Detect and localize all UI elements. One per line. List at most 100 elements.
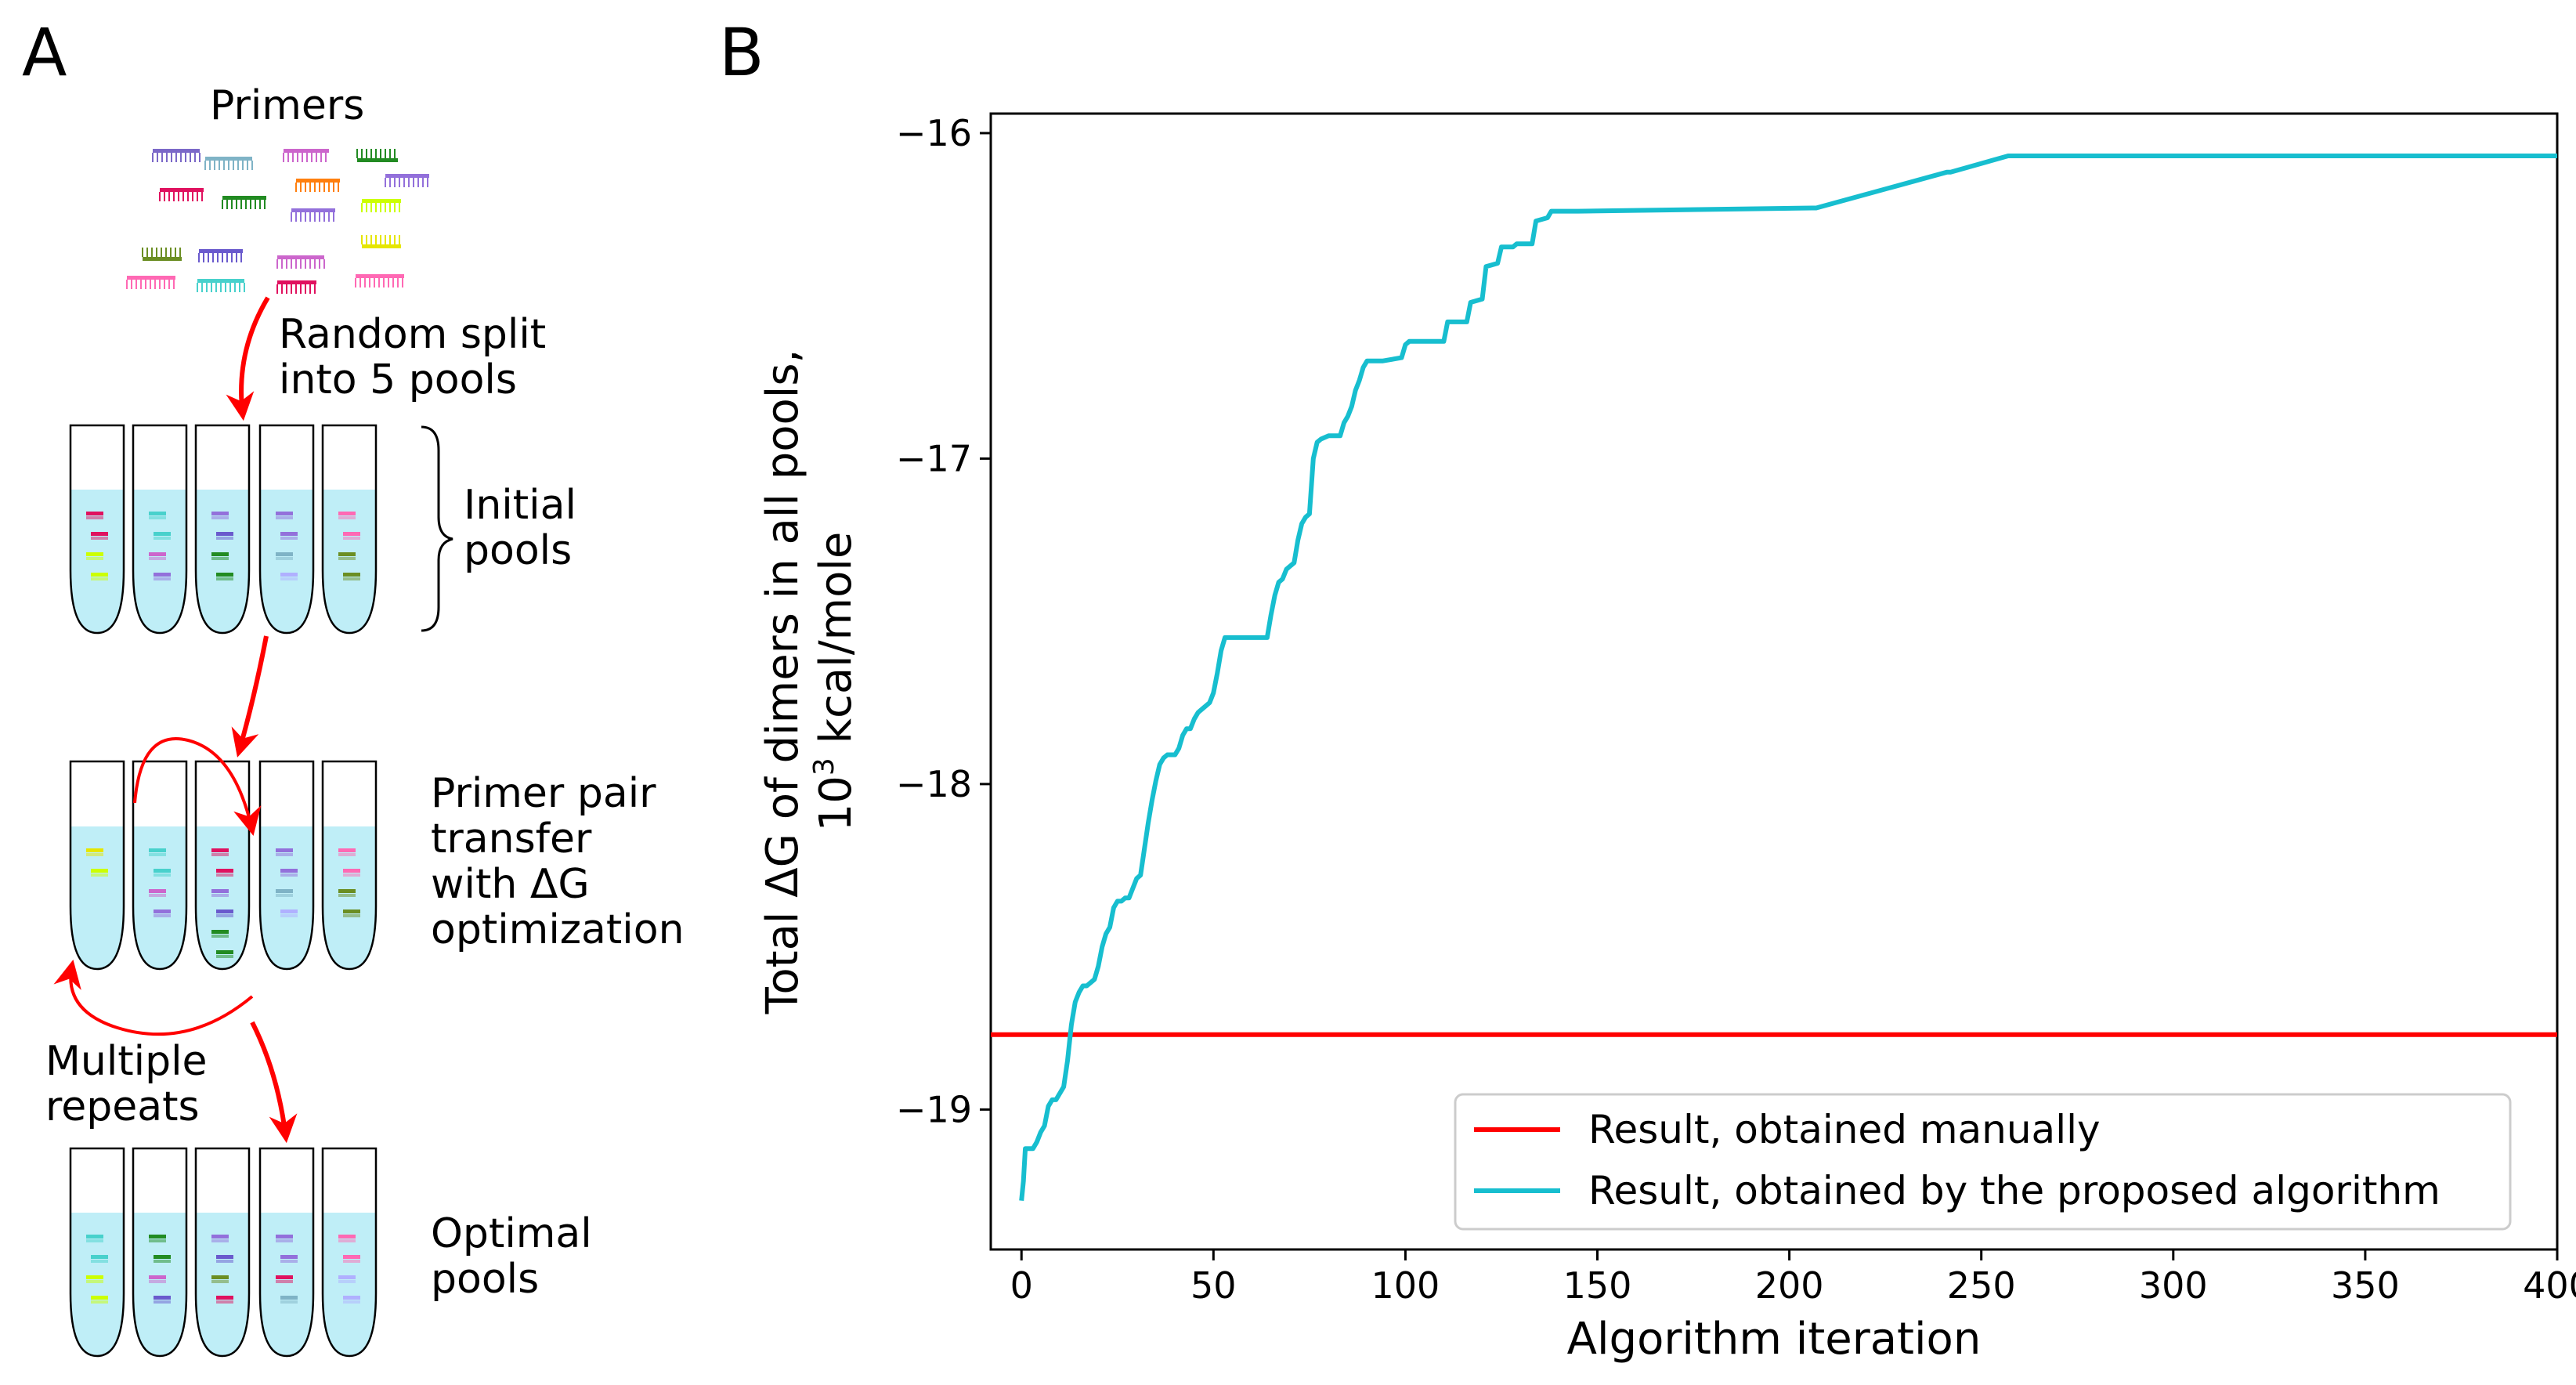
panel-b-letter: B	[719, 14, 764, 91]
legend-box	[1454, 1093, 2512, 1231]
x-tick-label: 400	[2523, 1264, 2576, 1307]
legend-label-manual: Result, obtained manually	[1588, 1107, 2101, 1152]
primer-mark	[149, 848, 166, 852]
primer-mark-shadow	[149, 853, 166, 856]
primer-mark-shadow	[216, 537, 233, 540]
primer-mark-shadow	[91, 1260, 108, 1263]
primer-mark	[154, 1296, 171, 1300]
tube-liquid	[196, 490, 249, 633]
primer-mark	[276, 552, 293, 556]
primer-mark	[280, 909, 298, 913]
primer-mark-shadow	[276, 557, 293, 560]
primer-mark	[276, 848, 293, 852]
primer-mark-shadow	[280, 873, 298, 877]
primer-mark	[154, 1255, 171, 1259]
panel-b-chart: B 050100150200250300350400 −16−17−18−19 …	[719, 14, 2576, 1365]
primer-icon	[385, 174, 429, 187]
tube	[258, 760, 315, 971]
primer-mark	[338, 1235, 356, 1239]
y-tick-label: −18	[896, 763, 972, 805]
primer-mark-shadow	[276, 1239, 293, 1242]
transfer-label-line-1: Primer pair	[431, 770, 656, 817]
primer-mark-shadow	[216, 1260, 233, 1263]
primer-mark	[343, 573, 360, 577]
primer-mark	[211, 512, 229, 515]
tube-outline	[194, 1147, 251, 1358]
y-axis-label-base: 10	[811, 776, 862, 831]
tube	[69, 760, 125, 971]
y-tick-label: −19	[896, 1088, 972, 1130]
tube-outline	[258, 1147, 315, 1358]
tube-liquid	[133, 1213, 186, 1356]
primer-mark	[86, 552, 103, 556]
primer-icon	[276, 280, 316, 294]
primer-mark	[343, 1255, 360, 1259]
primer-icon	[276, 255, 325, 269]
primer-icon	[159, 188, 204, 201]
tube-outline	[321, 424, 378, 635]
primer-mark-shadow	[86, 516, 103, 519]
tube	[258, 424, 315, 635]
primer-mark-shadow	[154, 1300, 171, 1304]
primer-mark	[343, 869, 360, 873]
primer-mark	[276, 889, 293, 893]
primer-mark	[154, 573, 171, 577]
primer-mark	[149, 552, 166, 556]
primer-mark-shadow	[91, 1300, 108, 1304]
primer-mark-shadow	[343, 914, 360, 917]
y-axis-label: Total ΔG of dimers in all pools, 103 kca…	[757, 349, 862, 1015]
plot-frame	[989, 112, 2559, 1251]
x-tick-label: 350	[2331, 1264, 2400, 1307]
primer-mark	[149, 512, 166, 515]
primer-mark	[280, 1296, 298, 1300]
primers-title: Primers	[210, 82, 364, 129]
primer-mark-shadow	[276, 516, 293, 519]
primer-mark	[280, 1255, 298, 1259]
primer-mark-shadow	[211, 1239, 229, 1242]
primer-mark	[91, 1296, 108, 1300]
primer-mark	[86, 1235, 103, 1239]
primer-mark	[154, 909, 171, 913]
y-axis-label-line-1: Total ΔG of dimers in all pools,	[757, 349, 808, 1015]
tube	[258, 1147, 315, 1358]
primer-icon	[152, 149, 201, 162]
primer-mark	[211, 930, 229, 934]
primer-mark-shadow	[338, 894, 356, 897]
transfer-label-line-3: with ΔG	[431, 861, 590, 908]
primer-mark	[216, 1296, 233, 1300]
repeat-label-line-1: Multiple	[45, 1038, 208, 1085]
primer-mark-shadow	[211, 935, 229, 938]
primer-mark-shadow	[216, 577, 233, 580]
primer-mark-shadow	[86, 1239, 103, 1242]
tube	[321, 1147, 378, 1358]
primer-icon	[197, 279, 245, 292]
optimize-arrow	[231, 635, 269, 758]
tube-liquid	[323, 490, 376, 633]
primer-mark	[211, 848, 229, 852]
primer-mark	[216, 1255, 233, 1259]
primer-mark	[216, 532, 233, 536]
primer-mark	[91, 573, 108, 577]
tube-liquid	[323, 1213, 376, 1356]
tube	[194, 424, 251, 635]
legend: Result, obtained manually Result, obtain…	[1454, 1093, 2512, 1231]
primer-mark	[280, 573, 298, 577]
primer-mark-shadow	[154, 537, 171, 540]
primer-mark	[86, 512, 103, 515]
primer-mark-shadow	[91, 537, 108, 540]
y-axis: −16 −17 −18 −19	[896, 112, 991, 1130]
tube-liquid	[323, 826, 376, 969]
initial-label-line-1: Initial	[464, 482, 576, 529]
tube	[194, 1147, 251, 1358]
primer-mark	[211, 889, 229, 893]
primer-mark	[154, 532, 171, 536]
primer-mark-shadow	[149, 516, 166, 519]
primer-mark	[276, 512, 293, 515]
primer-mark	[216, 950, 233, 954]
x-tick-label: 200	[1755, 1264, 1824, 1307]
tube	[69, 1147, 125, 1358]
tube-liquid	[70, 1213, 124, 1356]
primer-mark	[338, 552, 356, 556]
tube-outline	[69, 1147, 125, 1358]
